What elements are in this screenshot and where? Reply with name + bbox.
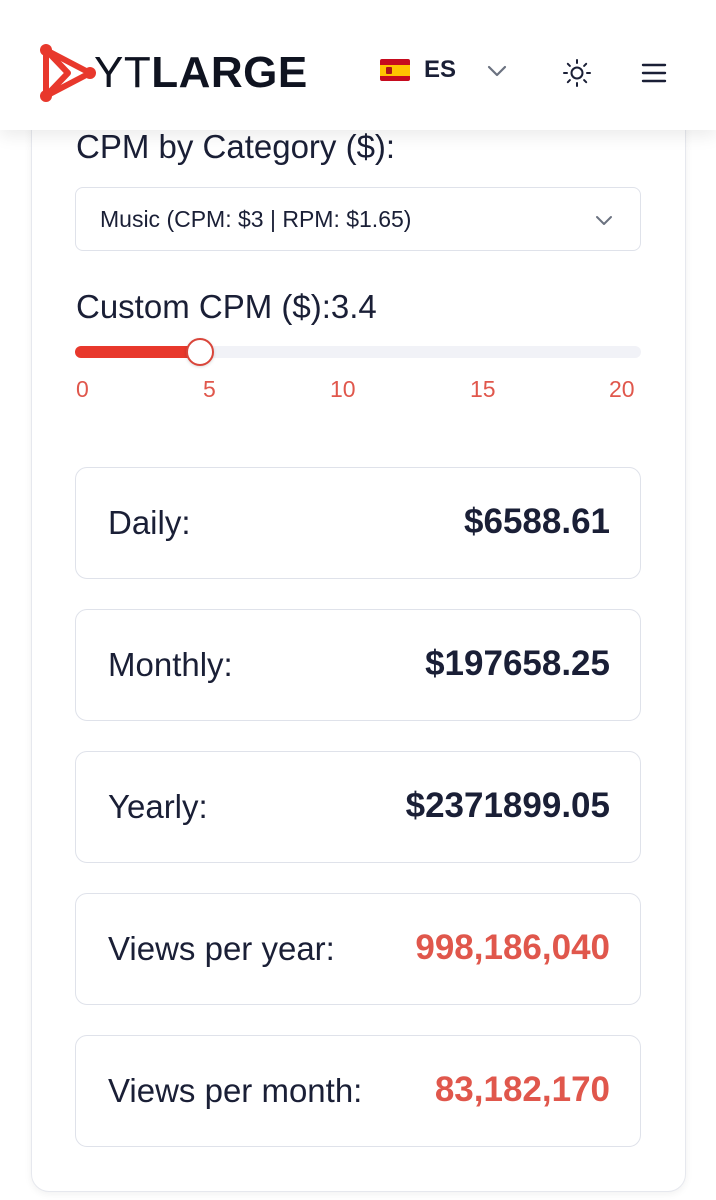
result-label: Monthly:	[108, 646, 233, 683]
result-label: Yearly:	[108, 788, 208, 825]
category-select-value: Music (CPM: $3 | RPM: $1.65)	[100, 205, 412, 232]
spain-flag-icon	[380, 59, 410, 81]
slider-tick-label: 10	[330, 376, 356, 402]
result-label: Daily:	[108, 504, 191, 541]
yearly-earnings-box: Yearly: $2371899.05	[75, 751, 641, 863]
monthly-earnings-box: Monthly: $197658.25	[75, 609, 641, 721]
slider-tick-label: 5	[203, 376, 216, 402]
chevron-down-icon	[596, 216, 612, 225]
result-value: $6588.61	[464, 502, 610, 541]
result-value: $197658.25	[425, 644, 610, 683]
play-logo-icon	[40, 44, 96, 102]
views-per-year-box: Views per year: 998,186,040	[75, 893, 641, 1005]
cpm-slider-thumb[interactable]	[186, 338, 214, 366]
daily-earnings-box: Daily: $6588.61	[75, 467, 641, 579]
slider-tick-label: 20	[609, 376, 635, 402]
result-label: Views per month:	[108, 1072, 363, 1109]
site-header: YTLARGE ES	[0, 0, 716, 130]
custom-cpm-label: Custom CPM ($):3.4	[76, 288, 377, 325]
result-label: Views per year:	[108, 930, 335, 967]
chevron-down-icon[interactable]	[486, 60, 508, 82]
cpm-category-label: CPM by Category ($):	[76, 128, 396, 165]
language-selector[interactable]: ES	[380, 56, 456, 84]
slider-tick-label: 0	[76, 376, 89, 402]
result-value: 998,186,040	[415, 928, 610, 967]
cpm-slider[interactable]	[75, 338, 641, 366]
views-per-month-box: Views per month: 83,182,170	[75, 1035, 641, 1147]
result-value: 83,182,170	[434, 1070, 610, 1109]
cpm-slider-fill	[75, 346, 200, 358]
result-value: $2371899.05	[405, 786, 610, 825]
logo-text: YTLARGE	[94, 51, 308, 95]
language-code: ES	[424, 56, 457, 83]
logo-text-large: LARGE	[151, 48, 308, 97]
category-select[interactable]: Music (CPM: $3 | RPM: $1.65)	[75, 187, 641, 251]
hamburger-menu-icon[interactable]	[640, 60, 668, 86]
logo-text-yt: YT	[94, 48, 152, 97]
site-logo[interactable]: YTLARGE	[38, 44, 308, 102]
sun-icon[interactable]	[562, 58, 592, 88]
slider-tick-label: 15	[470, 376, 496, 402]
